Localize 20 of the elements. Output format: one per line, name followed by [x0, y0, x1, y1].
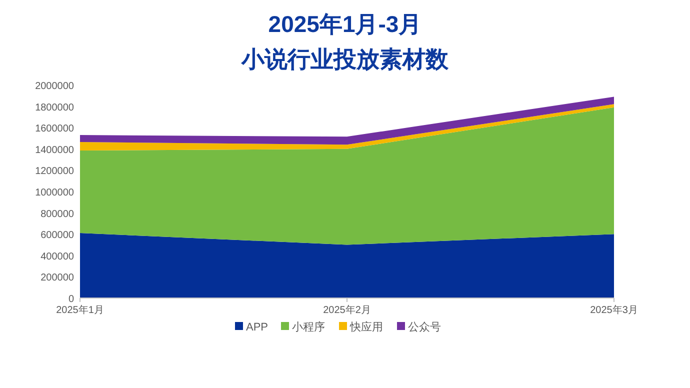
- y-tick-label: 1400000: [35, 144, 74, 156]
- y-tick-label: 1000000: [35, 188, 74, 198]
- y-tick-label: 1200000: [35, 166, 74, 178]
- y-tick-label: 1600000: [35, 124, 74, 135]
- legend-label: 快应用: [349, 320, 383, 334]
- chart-title: 2025年1月-3月: [268, 11, 422, 37]
- y-tick-label: 2000000: [35, 81, 74, 92]
- y-tick-label: 400000: [40, 251, 74, 262]
- y-tick-label: 1800000: [35, 102, 74, 114]
- y-tick-label: 0: [68, 294, 74, 305]
- legend-label: 公众号: [408, 322, 441, 334]
- y-tick-label: 800000: [40, 208, 74, 220]
- x-tick-label: 2025年3月: [590, 304, 638, 316]
- x-tick-label: 2025年1月: [56, 304, 104, 316]
- y-tick-label: 600000: [40, 230, 74, 242]
- x-tick-label: 2025年2月: [323, 304, 371, 316]
- legend-label: APP: [246, 322, 268, 334]
- chart-subtitle: 小说行业投放素材数: [240, 46, 450, 72]
- legend-label: 小程序: [292, 320, 325, 334]
- y-tick-label: 200000: [40, 272, 74, 284]
